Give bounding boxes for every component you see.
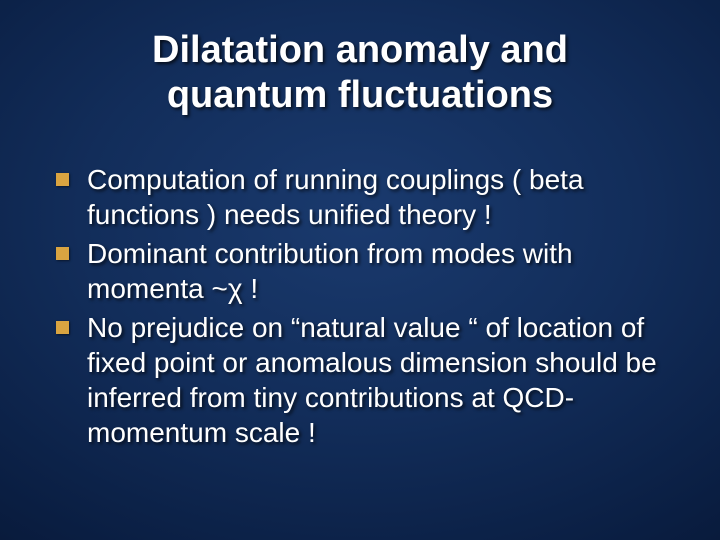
list-item-text: No prejudice on “natural value “ of loca… xyxy=(87,310,672,450)
title-line-2: quantum fluctuations xyxy=(167,74,553,116)
square-bullet-icon xyxy=(56,321,69,334)
square-bullet-icon xyxy=(56,173,69,186)
square-bullet-icon xyxy=(56,247,69,260)
list-item-text: Computation of running couplings ( beta … xyxy=(87,162,672,232)
bullet-list: Computation of running couplings ( beta … xyxy=(48,162,672,450)
slide-title: Dilatation anomaly and quantum fluctuati… xyxy=(48,28,672,118)
list-item: No prejudice on “natural value “ of loca… xyxy=(56,310,672,450)
list-item: Computation of running couplings ( beta … xyxy=(56,162,672,232)
title-line-1: Dilatation anomaly and xyxy=(152,29,568,71)
list-item-text: Dominant contribution from modes with mo… xyxy=(87,236,672,306)
list-item: Dominant contribution from modes with mo… xyxy=(56,236,672,306)
